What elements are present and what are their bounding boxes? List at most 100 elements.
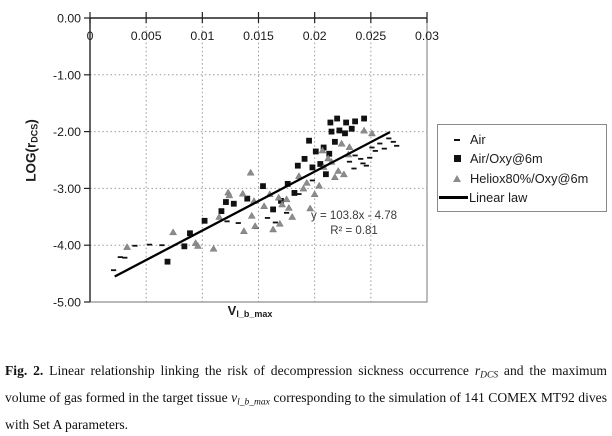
- scatter-point-air-oxy: [301, 155, 308, 162]
- scatter-point-air-oxy: [218, 208, 225, 215]
- scatter-point-air-oxy: [361, 115, 367, 122]
- x-axis-title-main: V: [227, 303, 237, 318]
- triangle-marker-icon: [444, 174, 470, 182]
- scatter-point-air-oxy: [260, 183, 266, 190]
- scatter-point-air: [386, 137, 392, 140]
- scatter-point-air-oxy: [223, 199, 229, 205]
- scatter-point-air: [264, 217, 271, 219]
- caption-fig-label: Fig. 2.: [5, 362, 44, 378]
- scatter-point-air: [367, 156, 373, 159]
- scatter-point-heliox: [251, 222, 260, 229]
- chart-canvas: 0 0.005 0.01 0.015 0.02 0.025 0.03 0.00 -1.00 -2.…: [53, 12, 439, 310]
- scatter-point-heliox: [318, 146, 327, 154]
- scatter-point-air: [358, 157, 364, 160]
- scatter-point-air: [117, 256, 123, 259]
- x-axis-title-subscript: l_b_max: [236, 309, 273, 319]
- y-tick-label: 0.00: [57, 12, 81, 26]
- x-tick-label: 0.02: [303, 29, 327, 43]
- caption-text-1: Linear relationship linking the risk of …: [43, 362, 475, 378]
- scatter-point-heliox: [247, 211, 256, 219]
- scatter-point-air: [235, 222, 241, 224]
- legend-item-air: Air: [444, 130, 602, 149]
- scatter-point-heliox: [306, 204, 315, 212]
- scatter-point-heliox: [334, 166, 343, 174]
- scatter-point-air: [372, 150, 378, 152]
- scatter-point-air: [159, 244, 165, 247]
- caption-r-symbol: r: [474, 362, 481, 378]
- scatter-point-heliox: [123, 243, 132, 250]
- scatter-chart: 0 0.005 0.01 0.015 0.02 0.025 0.03 0.00 -1.00 -2.…: [24, 12, 607, 319]
- scatter-point-heliox: [246, 168, 255, 176]
- x-tick-label: 0: [87, 29, 94, 43]
- scatter-point-air: [224, 220, 230, 223]
- caption-text-2: and the maximum volume of gas formed in …: [5, 362, 607, 405]
- scatter-point-heliox: [260, 202, 269, 209]
- legend-label: Heliox80%/Oxy@6m: [470, 170, 589, 186]
- scatter-point-air-oxy: [187, 230, 193, 237]
- legend-label: Air: [470, 132, 486, 147]
- scatter-point-air-oxy: [309, 164, 316, 171]
- scatter-point-air-oxy: [306, 137, 312, 144]
- scatter-point-air: [352, 154, 358, 157]
- x-tick-label: 0.005: [131, 29, 162, 43]
- x-tick-label: 0.01: [190, 29, 214, 43]
- scatter-point-air: [369, 146, 375, 149]
- y-tick-label: -1.00: [53, 68, 81, 82]
- caption-r-subscript: DCS: [480, 370, 499, 381]
- scatter-point-air-oxy: [244, 195, 251, 202]
- scatter-point-air-oxy: [343, 119, 350, 126]
- scatter-point-air-oxy: [326, 150, 333, 157]
- scatter-point-air-oxy: [328, 128, 335, 135]
- scatter-point-air: [272, 221, 278, 224]
- scatter-point-air: [360, 162, 366, 165]
- y-axis-title: LOG(rDCS): [24, 103, 41, 199]
- dash-marker-icon: [444, 138, 470, 141]
- scatter-point-heliox: [269, 225, 278, 233]
- scatter-point-air-oxy: [331, 138, 338, 145]
- scatter-point-heliox: [274, 193, 283, 201]
- scatter-point-air-oxy: [181, 243, 188, 250]
- scatter-point-air: [146, 243, 153, 246]
- scatter-point-heliox: [278, 200, 287, 208]
- scatter-point-air: [122, 256, 128, 259]
- scatter-point-heliox: [288, 213, 297, 220]
- scatter-point-air: [351, 167, 357, 170]
- scatter-point-air-oxy: [278, 197, 284, 204]
- scatter-point-air: [394, 144, 400, 147]
- x-tick-label: 0.03: [415, 29, 439, 43]
- scatter-point-air-oxy: [164, 258, 171, 265]
- trendline-equation: y = 103.8x - 4.78: [311, 210, 397, 222]
- scatter-point-air: [381, 147, 387, 150]
- figure-caption: Fig. 2. Linear relationship linking the …: [5, 360, 607, 436]
- scatter-point-heliox: [299, 184, 308, 192]
- scatter-point-heliox: [302, 178, 311, 186]
- caption-v-symbol: v: [231, 389, 238, 405]
- legend-item-heliox: Heliox80%/Oxy@6m: [444, 169, 602, 188]
- scatter-point-air-oxy: [294, 162, 301, 169]
- scatter-point-air-oxy: [312, 148, 319, 155]
- scatter-point-heliox: [225, 191, 234, 199]
- scatter-point-air: [309, 179, 316, 182]
- legend: Air Air/Oxy@6m Heliox80%/Oxy@6m Linear l…: [437, 124, 607, 212]
- scatter-point-air-oxy: [342, 130, 348, 137]
- scatter-point-heliox: [330, 173, 339, 180]
- scatter-point-air: [377, 142, 383, 145]
- scatter-point-heliox: [239, 227, 248, 234]
- scatter-point-air: [283, 211, 290, 214]
- scatter-point-heliox: [324, 154, 333, 162]
- trendline-annotation: y = 103.8x - 4.78 R² = 0.81: [295, 209, 413, 239]
- scatter-point-heliox: [310, 190, 319, 198]
- scatter-point-air-oxy: [348, 125, 355, 132]
- scatter-point-heliox: [193, 241, 202, 249]
- scatter-point-heliox: [215, 213, 224, 220]
- scatter-point-air-oxy: [327, 119, 334, 126]
- line-marker-icon: [439, 196, 469, 199]
- scatter-point-heliox: [282, 195, 291, 203]
- scatter-point-air-oxy: [334, 115, 341, 122]
- scatter-point-heliox: [284, 203, 293, 211]
- scatter-point-air-oxy: [323, 171, 329, 178]
- scatter-point-heliox: [360, 126, 369, 134]
- square-marker-icon: [444, 155, 470, 163]
- trend-line: [114, 131, 391, 278]
- scatter-point-air-oxy: [291, 190, 298, 196]
